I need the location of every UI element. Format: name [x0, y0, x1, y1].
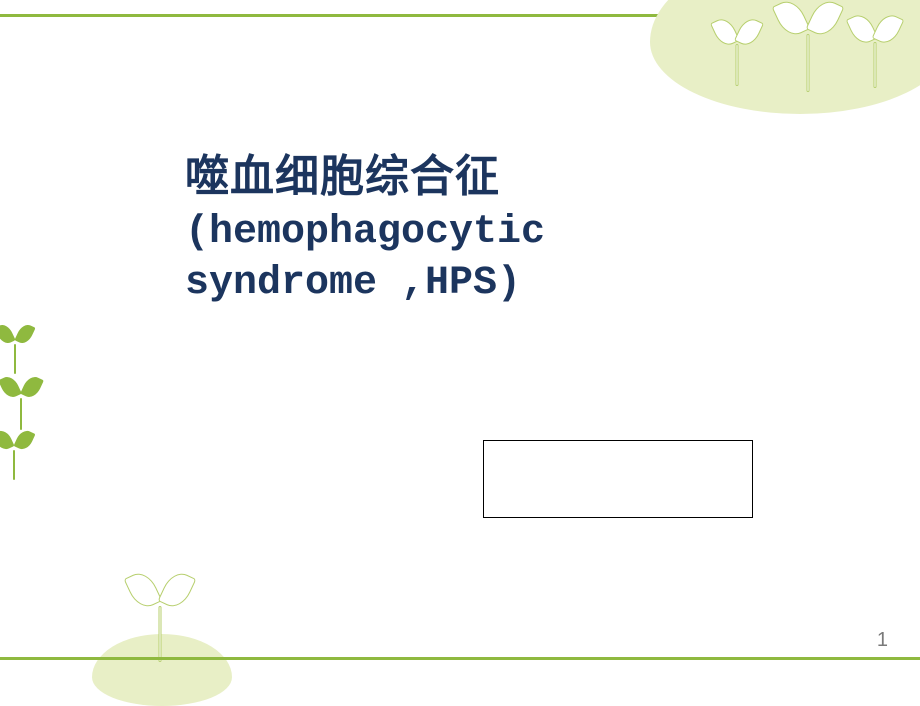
sprout-icon: [0, 376, 42, 430]
page-number: 1: [877, 629, 888, 652]
sprout-icon: [712, 16, 762, 86]
content-box: [483, 440, 753, 518]
title-line-2: (hemophagocytic: [185, 210, 745, 255]
title-line-1: 噬血细胞综合征: [185, 140, 745, 204]
sprout-decoration-top-right: [680, 0, 920, 104]
slide-title: 噬血细胞综合征 (hemophagocytic syndrome ,HPS): [185, 140, 745, 306]
title-line-3: syndrome ,HPS): [185, 261, 745, 306]
sprout-icon: [128, 572, 192, 662]
sprout-decoration-left: [0, 324, 54, 484]
bottom-accent-line: [0, 657, 920, 660]
sprout-icon: [0, 324, 34, 374]
sprout-icon: [848, 12, 902, 88]
sprout-icon: [0, 430, 34, 480]
sprout-icon: [776, 0, 840, 92]
